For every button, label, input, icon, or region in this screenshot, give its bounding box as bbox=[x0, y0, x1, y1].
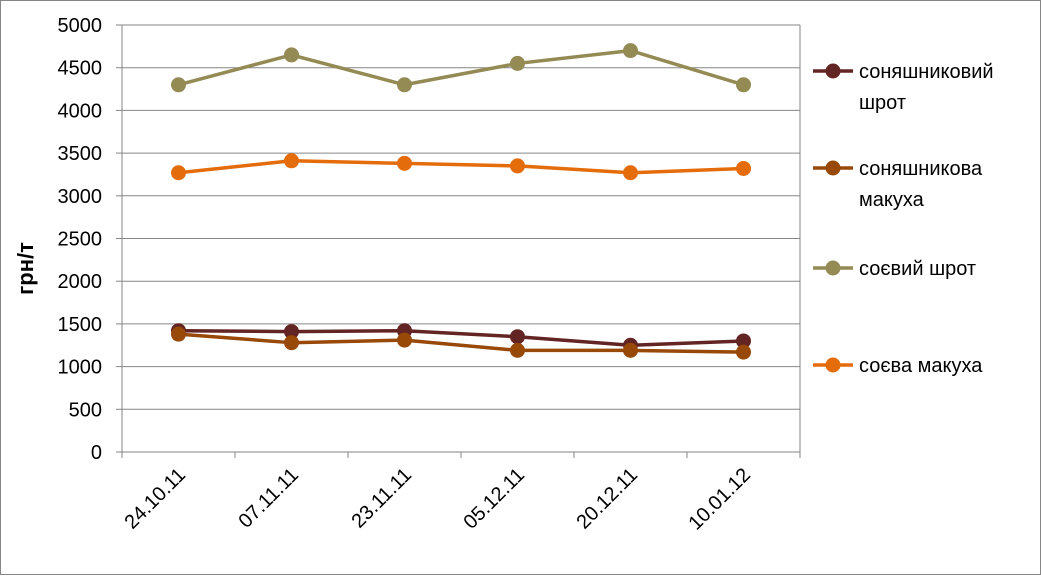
legend-label: шрот bbox=[859, 92, 906, 114]
series-1 bbox=[171, 326, 751, 360]
y-tick-label: 500 bbox=[69, 399, 102, 421]
legend-item: соняшниковий шрот bbox=[813, 61, 994, 114]
data-point bbox=[736, 344, 751, 360]
y-tick-label: 2000 bbox=[58, 271, 103, 293]
data-point bbox=[284, 153, 299, 169]
x-tick-label: 20.12.11 bbox=[572, 464, 642, 534]
y-tick-label: 3000 bbox=[58, 186, 103, 208]
x-tick-label: 05.12.11 bbox=[459, 464, 529, 534]
data-point bbox=[736, 160, 751, 176]
data-point bbox=[510, 158, 525, 174]
y-axis-label: грн/т bbox=[13, 242, 38, 295]
series-3 bbox=[171, 153, 751, 181]
legend: соняшниковий шрот соняшникова макуха соєвий … bbox=[813, 61, 994, 377]
x-tick-label: 23.11.11 bbox=[348, 464, 417, 533]
x-tick-label: 10.01.12 bbox=[684, 464, 755, 535]
legend-label: соєва макуха bbox=[859, 355, 983, 377]
y-tick-label: 4500 bbox=[58, 58, 103, 80]
data-point bbox=[510, 342, 525, 358]
data-point bbox=[284, 335, 299, 351]
data-point bbox=[736, 333, 751, 349]
grid-lines bbox=[122, 24, 801, 452]
data-point bbox=[397, 77, 412, 93]
series bbox=[171, 43, 751, 360]
y-tick-label: 4000 bbox=[58, 100, 103, 122]
legend-item: соєва макуха bbox=[813, 355, 983, 377]
data-point bbox=[397, 332, 412, 348]
legend-marker-swatch bbox=[825, 357, 841, 373]
y-tick-label: 1500 bbox=[58, 314, 103, 336]
legend-item: соєвий шрот bbox=[813, 258, 976, 280]
y-tick-label: 0 bbox=[91, 442, 102, 464]
legend-label: соняшниковий bbox=[859, 61, 994, 83]
series-line bbox=[178, 159, 744, 175]
legend-item: соняшникова макуха bbox=[813, 158, 983, 211]
data-point bbox=[171, 326, 186, 342]
series-0 bbox=[171, 323, 751, 353]
data-point bbox=[171, 77, 186, 93]
data-point bbox=[623, 43, 638, 59]
data-point bbox=[510, 329, 525, 345]
data-point bbox=[171, 165, 186, 181]
legend-label: соєвий шрот bbox=[859, 258, 976, 280]
data-point bbox=[397, 155, 412, 171]
legend-marker-swatch bbox=[825, 63, 841, 79]
data-point bbox=[623, 342, 638, 358]
data-point bbox=[284, 47, 299, 63]
data-point bbox=[736, 77, 751, 93]
y-tick-labels: 0 500 1000 1500 2000 2500 3000 3500 4000 4500 5000 bbox=[58, 15, 103, 464]
x-tick-label: 24.10.11 bbox=[120, 464, 190, 534]
legend-marker-swatch bbox=[825, 160, 841, 176]
series-line bbox=[178, 48, 745, 87]
y-tick-label: 3500 bbox=[58, 143, 103, 165]
axes bbox=[116, 24, 801, 458]
data-point bbox=[284, 324, 299, 340]
y-tick-label: 5000 bbox=[58, 15, 103, 37]
data-point bbox=[623, 165, 638, 181]
series-line bbox=[178, 332, 744, 354]
y-tick-label: 1000 bbox=[58, 357, 103, 379]
data-point bbox=[510, 55, 525, 71]
x-tick-label: 07.11.11 bbox=[235, 464, 304, 533]
legend-label: соняшникова bbox=[859, 158, 983, 180]
y-tick-label: 2500 bbox=[58, 229, 103, 251]
legend-label: макуха bbox=[859, 189, 925, 211]
series-2 bbox=[171, 43, 751, 93]
series-line bbox=[178, 328, 744, 347]
legend-marker-swatch bbox=[825, 260, 841, 276]
x-tick-labels: 24.10.11 07.11.11 23.11.11 05.12.11 20.12.11… bbox=[120, 464, 755, 535]
